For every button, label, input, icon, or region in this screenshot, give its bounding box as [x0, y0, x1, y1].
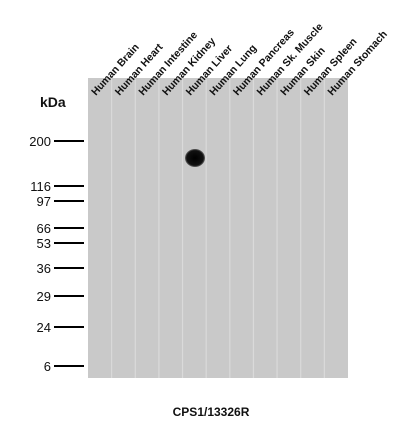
marker-label: 36 [37, 261, 51, 276]
marker-label: 116 [30, 179, 51, 194]
marker-label: 200 [29, 134, 51, 149]
marker-label: 6 [44, 359, 51, 374]
marker-label: 66 [37, 221, 51, 236]
marker-label: 29 [37, 289, 51, 304]
marker-label: 53 [37, 236, 51, 251]
protein-band [185, 149, 205, 167]
marker-label: 24 [37, 320, 51, 335]
antibody-label: CPS1/13326R [173, 405, 250, 419]
unit-label: kDa [40, 94, 66, 110]
marker-label: 97 [37, 194, 51, 209]
blot-membrane [88, 78, 348, 378]
